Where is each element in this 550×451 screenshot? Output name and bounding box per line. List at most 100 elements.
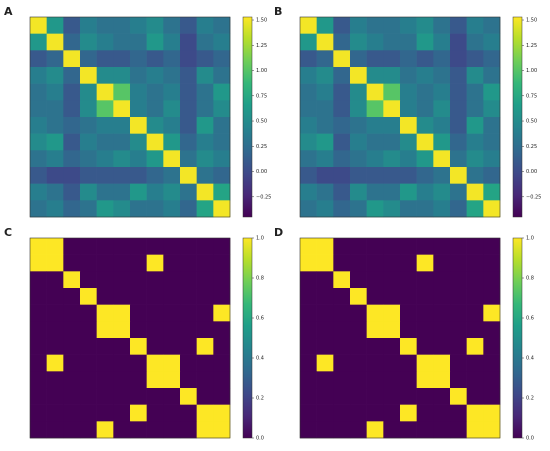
heatmap-cell <box>366 33 384 51</box>
heatmap-cell <box>30 371 47 389</box>
heatmap-cell <box>196 304 214 322</box>
heatmap-cell <box>130 238 147 255</box>
heatmap-cell <box>46 117 64 134</box>
heatmap-cell <box>316 117 334 134</box>
heatmap-cell <box>333 50 351 68</box>
heatmap-cell <box>146 83 164 101</box>
heatmap-cell <box>130 354 147 372</box>
heatmap-cell <box>213 183 231 201</box>
heatmap-cell <box>113 271 131 289</box>
heatmap-cell <box>383 238 401 255</box>
heatmap-cell <box>63 183 81 201</box>
heatmap-cell <box>450 288 467 305</box>
heatmap-cell <box>300 150 317 168</box>
heatmap-cell <box>466 100 484 118</box>
heatmap-cell <box>366 421 384 439</box>
heatmap-cell <box>46 50 64 68</box>
heatmap-cell <box>383 17 401 34</box>
heatmap-cell <box>63 354 81 372</box>
heatmap-cell <box>196 288 214 305</box>
heatmap-cell <box>46 150 64 168</box>
heatmap-cell <box>433 404 451 422</box>
heatmap-cell <box>30 83 47 101</box>
heatmap-cell <box>96 133 114 151</box>
heatmap-cell <box>416 17 434 34</box>
heatmap-cell <box>433 200 451 218</box>
heatmap-cell <box>483 17 501 34</box>
heatmap-cell <box>400 304 417 322</box>
heatmap-cell <box>196 321 214 339</box>
heatmap-cell <box>416 321 434 339</box>
heatmap-cell <box>350 354 367 372</box>
heatmap-cell <box>466 33 484 51</box>
heatmap-cell <box>416 371 434 389</box>
heatmap-cell <box>350 33 367 51</box>
heatmap-cell <box>416 133 434 151</box>
heatmap-cell <box>163 238 181 255</box>
heatmap-cell <box>96 33 114 51</box>
heatmap-cell <box>433 304 451 322</box>
heatmap-cell <box>300 133 317 151</box>
heatmap-cell <box>466 117 484 134</box>
heatmap-cell <box>196 150 214 168</box>
heatmap-cell <box>80 117 97 134</box>
heatmap-cell <box>80 83 97 101</box>
heatmap-cell <box>96 304 114 322</box>
heatmap-cell <box>383 304 401 322</box>
heatmap-cell <box>466 404 484 422</box>
heatmap-cell <box>113 404 131 422</box>
heatmap-cell <box>163 200 181 218</box>
heatmap-cell <box>96 321 114 339</box>
heatmap-cell <box>366 200 384 218</box>
heatmap-cell <box>63 83 81 101</box>
heatmap-cell <box>416 388 434 405</box>
heatmap-cell <box>466 421 484 439</box>
heatmap-cell <box>213 100 231 118</box>
heatmap-cell <box>466 183 484 201</box>
heatmap-cell <box>433 338 451 355</box>
heatmap-cell <box>450 404 467 422</box>
heatmap-cell <box>466 150 484 168</box>
heatmap-cell <box>146 133 164 151</box>
heatmap-cell <box>400 17 417 34</box>
heatmap-cell <box>63 404 81 422</box>
heatmap-cell <box>366 133 384 151</box>
heatmap-cell <box>483 67 501 84</box>
heatmap-cell <box>350 83 367 101</box>
heatmap-cell <box>30 100 47 118</box>
heatmap-cell <box>316 404 334 422</box>
heatmap-cell <box>96 271 114 289</box>
heatmap-cell <box>333 271 351 289</box>
heatmap-cell <box>46 388 64 405</box>
heatmap-cell <box>316 50 334 68</box>
heatmap-cell <box>130 404 147 422</box>
heatmap-cell <box>196 100 214 118</box>
heatmap-cell <box>333 238 351 255</box>
heatmap-cell <box>30 67 47 84</box>
heatmap-cell <box>366 183 384 201</box>
heatmap-cell <box>466 254 484 272</box>
heatmap-cell <box>113 304 131 322</box>
heatmap-cell <box>46 288 64 305</box>
heatmap-cell <box>333 83 351 101</box>
heatmap-cell <box>196 200 214 218</box>
heatmap-cell <box>96 167 114 184</box>
heatmap-cell <box>316 304 334 322</box>
heatmap-cell <box>416 421 434 439</box>
heatmap-cell <box>433 100 451 118</box>
heatmap-cell <box>213 83 231 101</box>
heatmap-cell <box>96 404 114 422</box>
heatmap-cell <box>63 50 81 68</box>
heatmap-cell <box>350 404 367 422</box>
heatmap-cell <box>163 338 181 355</box>
heatmap-cell <box>80 304 97 322</box>
heatmap-cell <box>196 50 214 68</box>
heatmap-cell <box>450 183 467 201</box>
heatmap-cell <box>333 167 351 184</box>
heatmap-cell <box>80 17 97 34</box>
heatmap-cell <box>30 183 47 201</box>
heatmap-cell <box>350 238 367 255</box>
heatmap-cell <box>350 421 367 439</box>
heatmap-cell <box>96 150 114 168</box>
heatmap-cell <box>113 50 131 68</box>
